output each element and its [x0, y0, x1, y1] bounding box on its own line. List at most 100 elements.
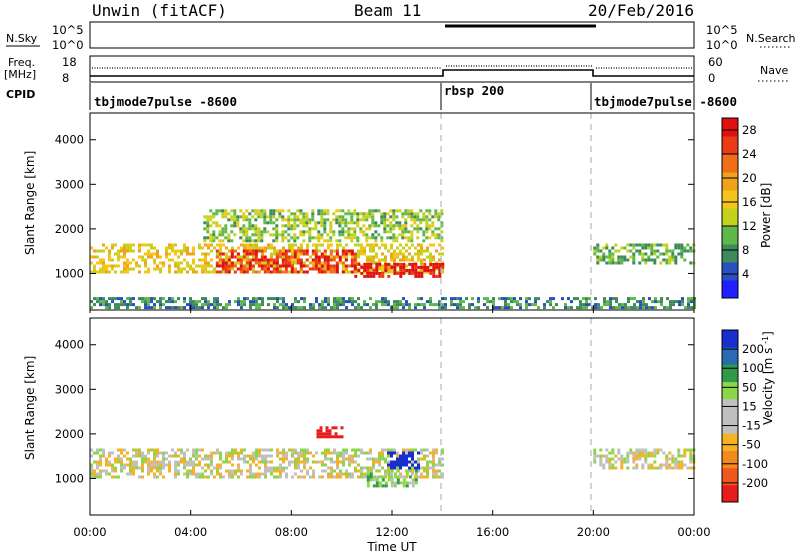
y-tick-label: 3000 [55, 382, 84, 396]
echo-cell [231, 448, 234, 452]
echo-cell [380, 239, 384, 243]
echo-cell [248, 252, 252, 256]
echo-cell [357, 252, 360, 256]
echo-cell [420, 451, 423, 455]
echo-cell [224, 270, 228, 274]
echo-cell [341, 270, 345, 274]
echo-cell [225, 246, 228, 250]
echo-cell [411, 484, 415, 488]
echo-cell [192, 270, 195, 274]
echo-cell [437, 233, 441, 237]
echo-cell [174, 460, 177, 464]
echo-cell [317, 239, 321, 243]
echo-cell [650, 249, 654, 253]
echo-cell [405, 255, 408, 259]
echo-cell [576, 306, 579, 310]
echo-cell [626, 457, 630, 461]
echo-cell [444, 297, 447, 301]
echo-cell [153, 472, 156, 476]
echo-cell [614, 243, 618, 247]
echo-cell [290, 255, 294, 259]
echo-cell [414, 475, 417, 479]
echo-cell [336, 255, 339, 259]
echo-cell [668, 451, 672, 455]
echo-cell [372, 475, 376, 479]
echo-cell [356, 236, 360, 240]
echo-cell [602, 258, 606, 262]
echo-cell [329, 252, 333, 256]
echo-cell [399, 475, 403, 479]
echo-cell [270, 255, 273, 259]
echo-cell [399, 265, 403, 269]
echo-cell [195, 300, 198, 304]
echo-cell [236, 221, 240, 225]
echo-cell [632, 457, 636, 461]
echo-cell [387, 466, 390, 470]
echo-cell [147, 300, 150, 304]
echo-cell [381, 466, 384, 470]
echo-cell [369, 258, 372, 262]
echo-cell [405, 448, 408, 452]
echo-cell [228, 460, 231, 464]
echo-cell [428, 236, 432, 240]
echo-cell [432, 457, 435, 461]
echo-cell [365, 233, 369, 237]
echo-cell [311, 258, 315, 262]
echo-cell [234, 300, 237, 304]
echo-cell [371, 221, 375, 225]
echo-cell [296, 236, 300, 240]
echo-cell [336, 460, 339, 464]
echo-cell [300, 454, 303, 458]
echo-cell [237, 463, 240, 467]
echo-cell [168, 297, 171, 301]
echo-cell [356, 224, 360, 228]
echo-cell [249, 454, 252, 458]
echo-cell [215, 209, 219, 213]
echo-cell [662, 252, 666, 256]
echo-cell [438, 460, 441, 464]
echo-cell [393, 448, 396, 452]
echo-cell [111, 300, 114, 304]
echo-cell [606, 300, 609, 304]
echo-cell [323, 239, 327, 243]
echo-cell [201, 297, 204, 301]
echo-cell [669, 300, 672, 304]
echo-cell [350, 249, 354, 253]
echo-cell [260, 255, 264, 259]
echo-cell [316, 429, 320, 433]
echo-cell [390, 472, 393, 476]
echo-cell [597, 303, 600, 307]
echo-cell [114, 243, 117, 247]
echo-cell [219, 246, 222, 250]
echo-cell [390, 454, 393, 458]
echo-cell [666, 297, 669, 301]
echo-cell [147, 255, 150, 259]
echo-cell [342, 472, 345, 476]
echo-cell [237, 300, 240, 304]
echo-cell [156, 451, 159, 455]
echo-cell [675, 300, 678, 304]
echo-cell [620, 466, 624, 470]
echo-cell [245, 230, 249, 234]
echo-cell [263, 255, 267, 259]
echo-cell [404, 218, 408, 222]
echo-cell [617, 255, 621, 259]
echo-cell [219, 451, 222, 455]
echo-cell [411, 262, 415, 266]
echo-cell [281, 239, 285, 243]
echo-cell [224, 236, 228, 240]
echo-cell [597, 306, 600, 310]
echo-cell [228, 451, 231, 455]
echo-cell [117, 303, 120, 307]
echo-cell [240, 243, 243, 247]
echo-cell [390, 243, 393, 247]
echo-cell [585, 303, 588, 307]
echo-cell [210, 451, 213, 455]
echo-cell [603, 297, 606, 301]
echo-cell [299, 218, 303, 222]
echo-cell [393, 262, 397, 266]
echo-cell [405, 264, 408, 268]
echo-cell [207, 475, 210, 479]
echo-cell [383, 224, 387, 228]
echo-cell [230, 230, 234, 234]
